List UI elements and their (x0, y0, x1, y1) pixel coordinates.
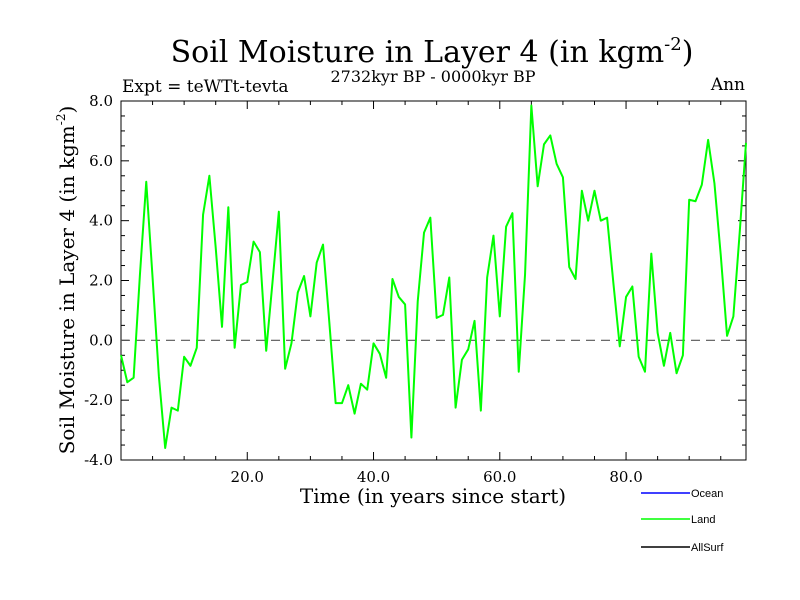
legend-label-land: Land (691, 514, 715, 526)
legend: Ocean Land AllSurf (641, 488, 724, 554)
chart-title: Soil Moisture in Layer 4 (in kgm-2) (171, 34, 694, 70)
y-tick-label: 4.0 (89, 212, 113, 230)
y-tick-label: 0.0 (89, 331, 113, 349)
y-axis-label-superscript: -2 (54, 114, 68, 126)
y-tick-label: -4.0 (84, 451, 113, 469)
y-tick-label: 2.0 (89, 272, 113, 290)
legend-label-ocean: Ocean (691, 488, 723, 500)
x-tick-label: 40.0 (357, 468, 390, 486)
y-tick-label: 8.0 (89, 92, 113, 110)
season-label: Ann (710, 75, 745, 95)
experiment-label: Expt = teWTt-tevta (122, 77, 289, 97)
x-axis-ticks: 20.0 40.0 60.0 80.0 (152, 101, 722, 486)
y-axis-label: Soil Moisture in Layer 4 (in kgm-2) (54, 106, 79, 455)
data-series (120, 104, 747, 450)
y-tick-label: 6.0 (89, 152, 113, 170)
series-line-land (120, 104, 747, 450)
legend-label-allsurf: AllSurf (691, 542, 724, 554)
y-axis-ticks: -4.0 -2.0 0.0 2.0 4.0 6.0 8.0 (84, 92, 746, 469)
x-tick-label: 80.0 (609, 468, 642, 486)
y-tick-label: -2.0 (84, 391, 113, 409)
x-axis-label: Time (in years since start) (300, 484, 566, 508)
chart-title-superscript: -2 (664, 34, 682, 55)
x-tick-label: 20.0 (231, 468, 264, 486)
chart-subtitle: 2732kyr BP - 0000kyr BP (331, 67, 536, 86)
x-tick-label: 60.0 (483, 468, 516, 486)
